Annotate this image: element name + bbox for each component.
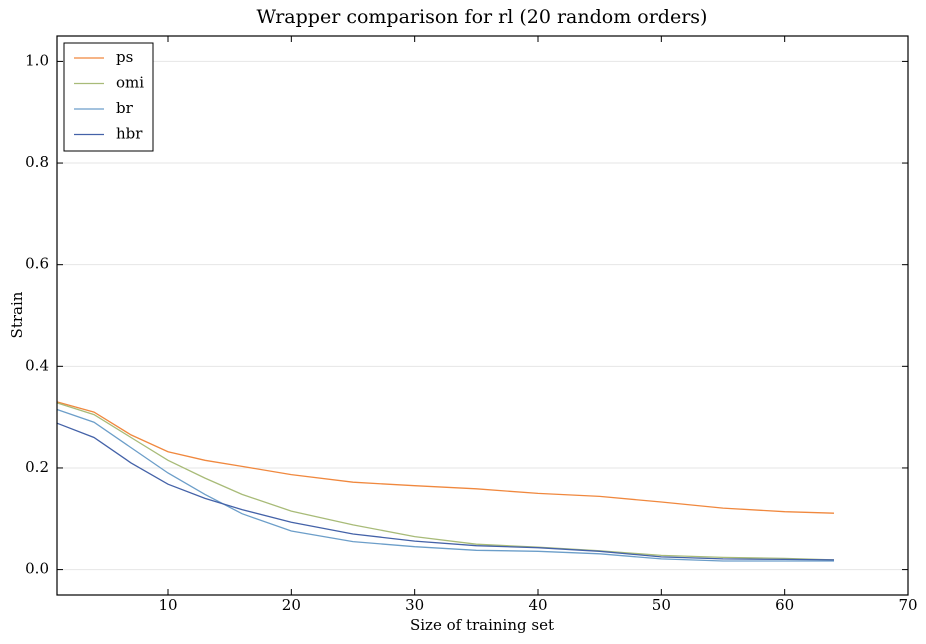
plot-frame: [56, 35, 909, 596]
legend-label: br: [116, 99, 134, 117]
y-tick-label: 0.6: [25, 255, 49, 273]
y-tick-label: 0.2: [25, 458, 49, 476]
legend-label: ps: [116, 48, 133, 66]
chart-title: Wrapper comparison for rl (20 random ord…: [257, 6, 708, 28]
x-axis-label: Size of training set: [410, 616, 554, 634]
y-axis-label: Strain: [8, 291, 26, 338]
x-tick-label: 70: [898, 596, 917, 614]
x-tick-label: 40: [528, 596, 547, 614]
x-tick-label: 10: [158, 596, 177, 614]
legend-label: omi: [116, 74, 144, 92]
line-series: [56, 402, 835, 561]
legend-label: hbr: [116, 125, 143, 143]
y-tick-label: 0.8: [25, 153, 49, 171]
y-tick-label: 1.0: [25, 51, 49, 69]
line-series: [56, 408, 834, 562]
y-tick-label: 0.4: [25, 356, 49, 374]
y-tick-label: 0.0: [25, 560, 49, 578]
x-tick-label: 50: [652, 596, 671, 614]
x-tick-label: 30: [405, 596, 424, 614]
legend-box: [63, 42, 154, 152]
x-tick-label: 60: [775, 596, 794, 614]
x-tick-label: 20: [282, 596, 301, 614]
line-series: [56, 422, 835, 561]
line-series: [56, 401, 835, 514]
